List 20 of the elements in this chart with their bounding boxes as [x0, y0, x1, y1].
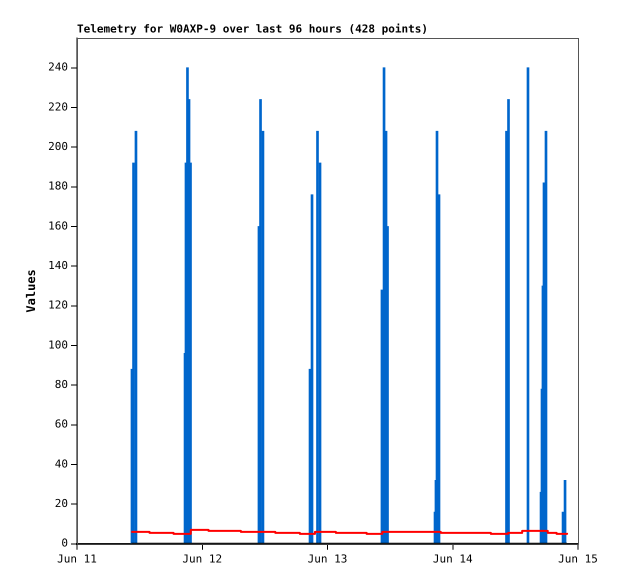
y-tick-label: 220: [48, 100, 68, 114]
y-tick-label: 60: [54, 418, 68, 431]
y-tick-label: 0: [61, 536, 68, 550]
y-tick-label: 240: [48, 60, 68, 74]
x-tick-label: Jun 11: [57, 552, 97, 566]
y-tick-label: 200: [48, 140, 68, 153]
y-tick-label: 160: [48, 219, 68, 232]
x-tick-label: Jun 15: [558, 552, 598, 566]
x-tick-label: Jun 12: [182, 552, 222, 566]
y-tick-label: 40: [54, 457, 68, 470]
y-tick-label: 20: [54, 496, 68, 510]
y-tick-label: 180: [48, 180, 68, 193]
y-tick-label: 140: [48, 258, 68, 272]
y-tick-label: 120: [48, 298, 68, 312]
y-tick-label: 100: [48, 338, 68, 352]
x-tick-label: Jun 14: [432, 552, 473, 566]
x-tick-label: Jun 13: [308, 552, 348, 566]
chart-title: Telemetry for W0AXP-9 over last 96 hours (428 points): [77, 22, 428, 36]
y-tick-label: 80: [54, 378, 68, 391]
y-axis-title: Values: [24, 269, 38, 313]
